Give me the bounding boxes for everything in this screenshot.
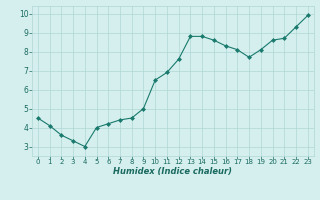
X-axis label: Humidex (Indice chaleur): Humidex (Indice chaleur)	[113, 167, 232, 176]
